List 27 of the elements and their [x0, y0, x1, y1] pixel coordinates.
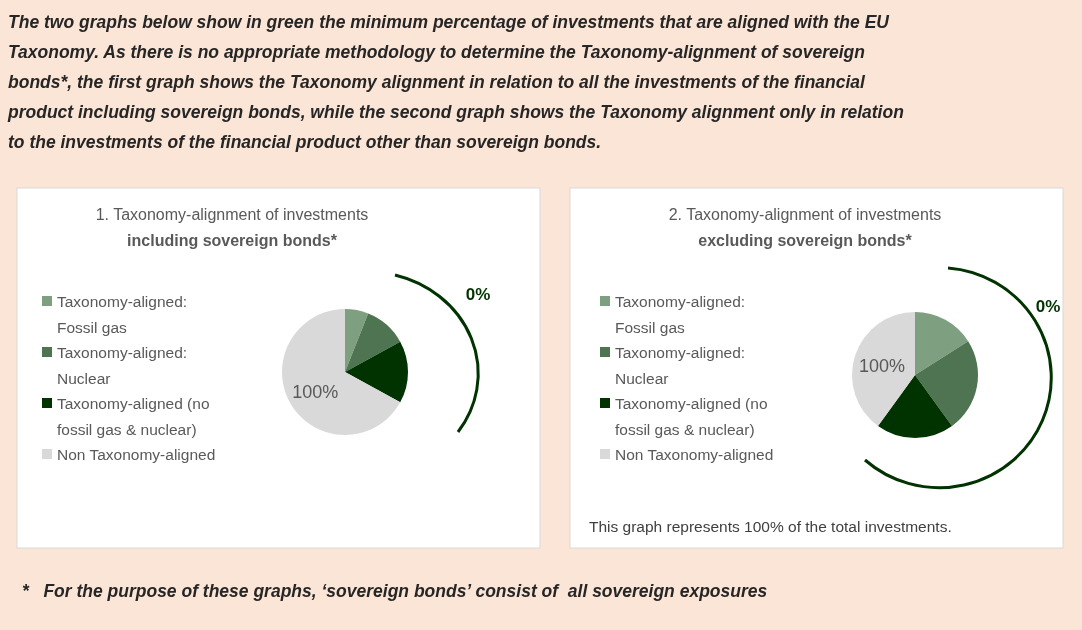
text: The two graphs below show in green the minimum percentage of investments that are aligned with the EU Taxonomy. As there is no appropriate methodology to determine the Taxonomy-alignment of sovereign bonds*, the first graph shows the Taxonomy alignment in relation to all the investments of the financial product including sovereign bonds, while the second graph shows the Taxonomy alignment only in relation to the investments of the financial product other than sovereign bonds. — [7, 12, 904, 152]
text: 100% — [292, 381, 339, 402]
legend-label: Taxonomy-aligned (no fossil gas & nuclear) — [57, 395, 210, 438]
pie-slice — [915, 341, 978, 426]
legend-label: Non Taxonomy-aligned — [57, 446, 216, 463]
chart-title: 2. Taxonomy-alignment of investments — [668, 206, 942, 223]
legend-label: Non Taxonomy-aligned — [615, 446, 774, 463]
legend-label: Taxonomy-aligned: Fossil gas — [615, 293, 746, 336]
pie-slice — [282, 309, 401, 435]
text: 0% — [465, 285, 491, 304]
chart-subtitle: excluding sovereign bonds* — [698, 232, 913, 249]
text: 100% — [859, 356, 906, 377]
pie-slice — [345, 341, 408, 403]
chart-title: 1. Taxonomy-alignment of investments — [95, 206, 369, 223]
text: * For the purpose of these graphs, ‘sovereign bonds’ consist of all sovereign exposures — [22, 581, 768, 601]
legend-label: Taxonomy-aligned (no fossil gas & nuclear) — [615, 395, 768, 438]
legend-label: Taxonomy-aligned: Nuclear — [615, 344, 746, 387]
chart-subtitle: including sovereign bonds* — [127, 232, 338, 249]
pie-slice — [345, 313, 401, 372]
legend-label: Taxonomy-aligned: Fossil gas — [57, 293, 188, 336]
pie-slice — [345, 309, 369, 372]
pie-slice — [852, 312, 915, 426]
pie-slice — [915, 312, 969, 375]
text: 0% — [1035, 297, 1061, 316]
pie-slice — [877, 375, 953, 438]
legend-label: Taxonomy-aligned: Nuclear — [57, 344, 188, 387]
text: This graph represents 100% of the total investments. — [589, 518, 952, 535]
